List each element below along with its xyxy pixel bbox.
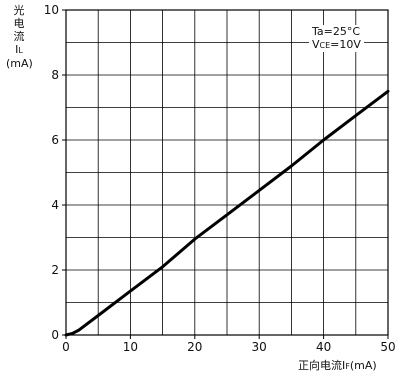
x-tick-label: 10 xyxy=(123,340,138,354)
plot-frame xyxy=(65,9,389,336)
x-axis-subscript: F xyxy=(345,362,350,371)
x-axis-label-main: 正向电流I xyxy=(298,359,346,372)
x-tick-label: 50 xyxy=(380,340,395,354)
x-tick-label: 40 xyxy=(316,340,331,354)
y-axis-symbol: I xyxy=(15,43,19,56)
y-tick-label: 4 xyxy=(51,198,59,212)
y-tick-label: 0 xyxy=(51,328,59,342)
x-axis-unit: (mA) xyxy=(349,359,377,372)
x-tick-label: 20 xyxy=(187,340,202,354)
condition-voltage: VCE=10V xyxy=(312,38,361,52)
series-line xyxy=(64,89,390,337)
y-tick-label: 2 xyxy=(51,263,59,277)
y-axis-label: 光 电 流 IL (mA) xyxy=(6,4,33,70)
condition-voltage-symbol: V xyxy=(312,38,320,51)
y-tick-label: 6 xyxy=(51,133,59,147)
y-axis-label-line2: 电 xyxy=(13,17,25,30)
x-tick-label: 30 xyxy=(252,340,267,354)
condition-voltage-value: =10V xyxy=(330,38,361,51)
condition-temperature: Ta=25°C xyxy=(312,25,361,38)
y-axis-label-symbol: IL xyxy=(6,43,32,57)
ticks: 0 10 20 30 40 50 0 2 4 6 8 10 xyxy=(44,3,396,354)
y-axis-label-line1: 光 xyxy=(13,4,25,17)
x-tick-label: 0 xyxy=(62,340,70,354)
conditions-annotation: Ta=25°C VCE=10V xyxy=(309,25,364,52)
y-tick-label: 8 xyxy=(51,68,59,82)
x-axis-label: 正向电流IF(mA) xyxy=(298,357,377,373)
grid xyxy=(66,10,388,335)
y-axis-subscript: L xyxy=(18,46,23,55)
condition-voltage-subscript: CE xyxy=(319,41,331,50)
y-axis-label-unit: (mA) xyxy=(6,57,33,70)
series xyxy=(64,89,390,337)
y-axis-label-line3: 流 xyxy=(13,30,25,43)
y-tick-label: 10 xyxy=(44,3,59,17)
